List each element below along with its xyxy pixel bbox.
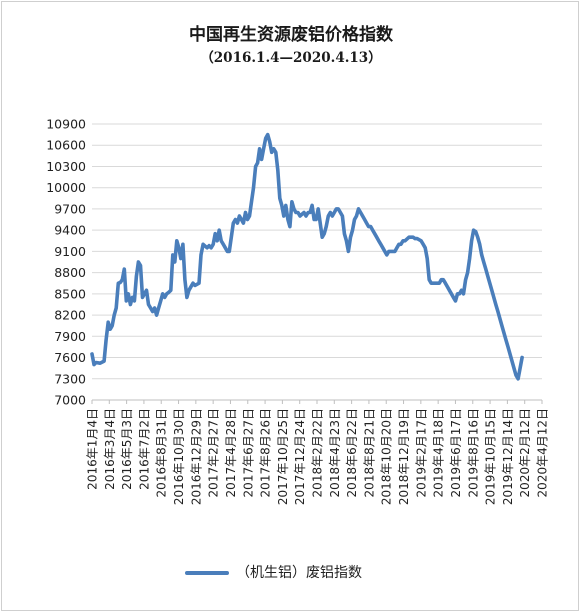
y-tick-label: 9100: [54, 244, 86, 259]
x-tick-label: 2017年8月26日: [259, 408, 273, 497]
x-tick-label: 2016年8月31日: [155, 408, 169, 497]
x-tick-label: 2019年4月18日: [432, 408, 446, 497]
x-tick-label: 2016年1月4日: [86, 408, 100, 490]
y-tick-label: 7000: [54, 393, 86, 408]
x-tick-label: 2018年8月21日: [362, 408, 376, 497]
x-tick-label: 2019年6月17日: [449, 408, 463, 497]
y-tick-label: 8800: [54, 265, 86, 280]
x-tick-label: 2016年5月3日: [120, 408, 134, 490]
x-tick-label: 2020年2月12日: [518, 408, 532, 497]
series-line: [90, 132, 524, 381]
legend-series-label: （机生铝）废铝指数: [236, 565, 362, 581]
legend-series-swatch: [185, 571, 229, 575]
x-tick-label: 2018年10月20日: [380, 408, 394, 505]
y-tick-label: 7900: [54, 329, 86, 344]
x-tick-label: 2016年3月4日: [103, 408, 117, 490]
x-tick-label: 2017年4月28日: [224, 408, 238, 497]
y-tick-label: 10300: [46, 159, 86, 174]
x-tick-label: 2019年12月14日: [501, 408, 515, 505]
y-tick-label: 7300: [54, 371, 86, 386]
chart-legend: （机生铝）废铝指数: [0, 560, 582, 584]
chart-title: 中国再生资源废铝价格指数: [189, 25, 393, 45]
x-tick-label: 2017年2月27日: [207, 408, 221, 497]
x-tick-label: 2016年7月2日: [137, 408, 151, 490]
x-tick-label: 2020年4月12日: [536, 408, 550, 497]
x-tick-label: 2017年12月24日: [293, 408, 307, 505]
chart-subtitle: （2016.1.4—2020.4.13）: [200, 50, 382, 66]
y-tick-label: 10900: [46, 117, 86, 132]
x-tick-label: 2019年8月16日: [466, 408, 480, 497]
x-tick-label: 2017年10月25日: [276, 408, 290, 505]
x-axis-ticks: 2016年1月4日 2016年3月4日 2016年5月3日 2016年7月2日 2016…: [86, 400, 550, 505]
x-tick-label: 2018年12月19日: [397, 408, 411, 505]
y-tick-label: 8200: [54, 308, 86, 323]
x-tick-label: 2016年10月30日: [172, 408, 186, 505]
x-tick-label: 2018年2月22日: [311, 408, 325, 497]
gridlines: [92, 123, 542, 401]
x-tick-label: 2019年10月15日: [484, 408, 498, 505]
x-tick-label: 2019年2月17日: [414, 408, 428, 497]
y-axis-ticks: 10900 10600 10300 10000 9700 9400 9100 8800 8500…: [46, 117, 86, 408]
y-tick-label: 9700: [54, 201, 86, 216]
x-tick-label: 2016年12月29日: [189, 408, 203, 505]
x-tick-label: 2018年4月23日: [328, 408, 342, 497]
y-tick-label: 7600: [54, 350, 86, 365]
y-tick-label: 8500: [54, 286, 86, 301]
x-tick-label: 2018年6月22日: [345, 408, 359, 497]
y-tick-label: 10000: [46, 180, 86, 195]
y-tick-label: 10600: [46, 138, 86, 153]
x-tick-label: 2017年6月27日: [241, 408, 255, 497]
y-tick-label: 9400: [54, 223, 86, 238]
